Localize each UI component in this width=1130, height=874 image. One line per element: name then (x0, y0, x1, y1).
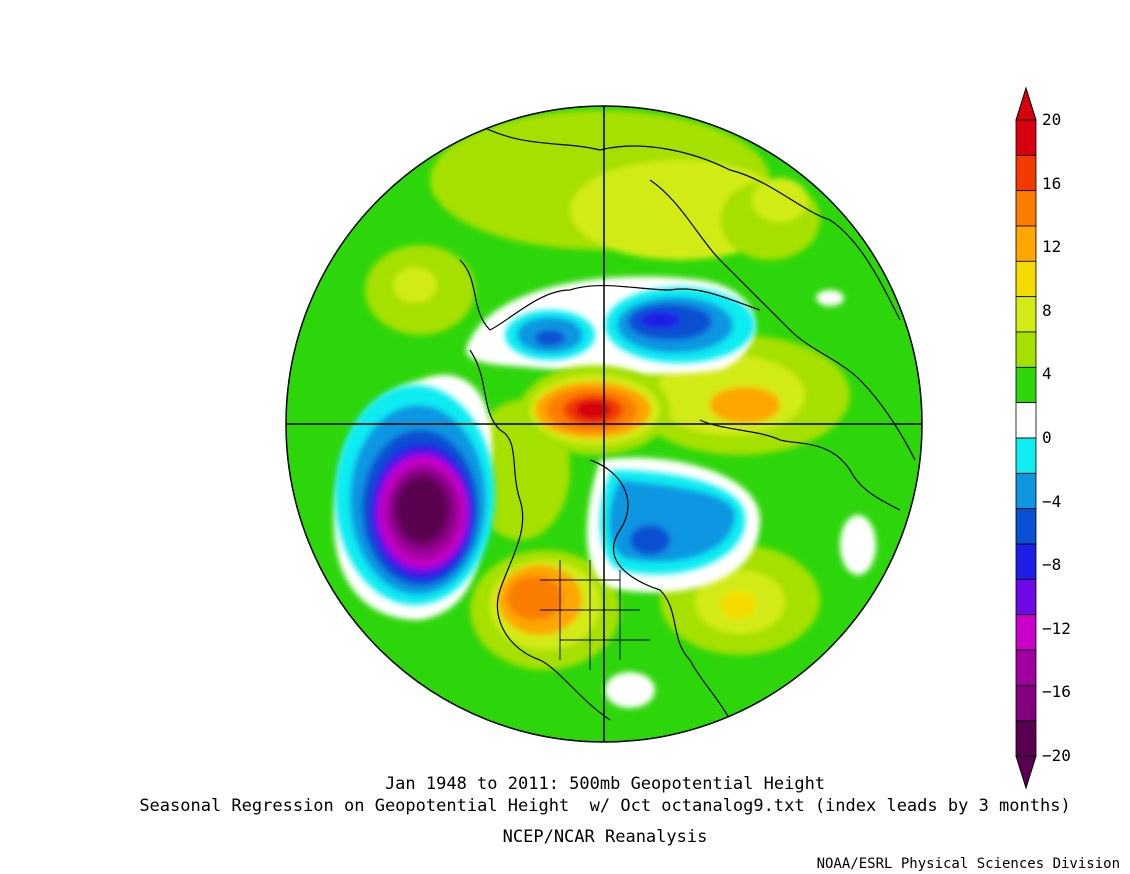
patch-atlantic-inner (720, 591, 756, 619)
caption-subtitle: Seasonal Regression on Geopotential Heig… (139, 796, 1071, 816)
patch-yellow-3 (752, 178, 808, 222)
pacific-low-core (396, 477, 448, 543)
colorbar-tick-label: 20 (1042, 110, 1062, 129)
colorbar-segment (1015, 614, 1037, 651)
coastlines (459, 119, 916, 721)
colorbar-segment (1015, 119, 1037, 156)
caption-title: Jan 1948 to 2011: 500mb Geopotential Hei… (384, 774, 826, 794)
patch-yellow-1 (393, 267, 437, 303)
colorbar-segment (1015, 720, 1037, 757)
colorbar-segment (1015, 543, 1037, 580)
colorbar-segment (1015, 402, 1037, 439)
colorbar-tick-label: −20 (1042, 746, 1071, 765)
colorbar-tick-label: −8 (1042, 555, 1062, 575)
colorbar-segment (1015, 154, 1037, 192)
colorbar-segment (1015, 684, 1037, 722)
colorbar-segment (1015, 260, 1037, 298)
colorbar-tick-label: 4 (1042, 364, 1052, 384)
colorbar-segment (1015, 508, 1037, 545)
coast-5 (649, 179, 916, 461)
colorbar-tick-label: 16 (1042, 173, 1062, 193)
colorbar-tick-label: 0 (1042, 428, 1052, 447)
colorbar-tick-label: 12 (1042, 237, 1062, 257)
colorbar-segment (1015, 366, 1037, 404)
low-a-core (535, 330, 565, 346)
colorbar-segment (1015, 472, 1037, 510)
colorbar-tick-label: 8 (1042, 300, 1052, 320)
colorbar-bottom-arrow (1015, 755, 1037, 790)
coast-6 (699, 419, 901, 511)
white-spot-south (605, 672, 655, 708)
patch-ural-inner (710, 387, 780, 423)
low-b-core (640, 312, 680, 328)
colorbar-segment (1015, 331, 1037, 368)
colorbar-tick-label: −16 (1042, 682, 1071, 702)
colorbar-segment (1015, 190, 1037, 227)
state-lines (540, 560, 650, 670)
coast-1 (469, 119, 901, 321)
coast-4 (589, 459, 731, 721)
colorbar-tick-label: −4 (1042, 491, 1062, 511)
arctic-high-core (575, 400, 611, 420)
colorbar-segment (1015, 296, 1037, 333)
white-spot-ne (816, 290, 844, 306)
anomaly-field (286, 106, 922, 742)
colorbar-segment (1015, 578, 1037, 616)
credit-text: NOAA/ESRL Physical Sciences Division (816, 856, 1120, 872)
colorbar-segment (1015, 225, 1037, 262)
caption-dataset: NCEP/NCAR Reanalysis (502, 827, 708, 847)
colorbar-tick-label: −12 (1042, 618, 1071, 638)
patch-westus-inner (507, 576, 563, 620)
hudson-low-core (630, 525, 670, 555)
colorbar-top-arrow (1015, 86, 1037, 121)
colorbar (1015, 86, 1037, 790)
coast-2 (459, 259, 761, 331)
white-spot-east (840, 515, 876, 575)
colorbar-segment (1015, 649, 1037, 686)
colorbar-segment (1015, 437, 1037, 474)
